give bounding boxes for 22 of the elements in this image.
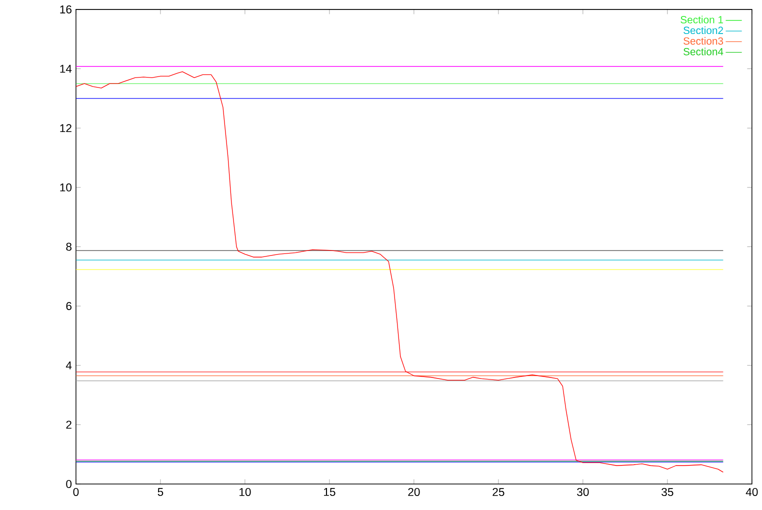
y-tick-label: 4 xyxy=(66,362,72,370)
x-tick-label: 5 xyxy=(158,488,164,496)
y-tick-label: 12 xyxy=(60,124,72,132)
y-tick-label: 6 xyxy=(66,302,72,310)
x-tick-label: 10 xyxy=(240,488,251,496)
legend-label: Section 1 xyxy=(680,16,723,24)
x-tick-label: 40 xyxy=(746,488,758,496)
y-tick-label: 0 xyxy=(66,480,72,488)
legend-label: Section3 xyxy=(684,37,724,45)
legend-label: Section4 xyxy=(684,48,724,56)
x-tick-label: 20 xyxy=(408,488,420,496)
y-tick-label: 14 xyxy=(60,65,72,73)
x-tick-label: 35 xyxy=(662,488,674,496)
x-tick-label: 30 xyxy=(577,488,589,496)
y-tick-label: 8 xyxy=(66,242,72,251)
legend-label: Section2 xyxy=(684,26,723,34)
x-tick-label: 0 xyxy=(73,488,79,496)
y-tick-label: 2 xyxy=(66,420,72,429)
x-tick-label: 15 xyxy=(324,488,336,496)
y-tick-label: 10 xyxy=(60,184,72,192)
y-tick-label: 16 xyxy=(60,6,72,14)
x-tick-label: 25 xyxy=(492,488,504,496)
